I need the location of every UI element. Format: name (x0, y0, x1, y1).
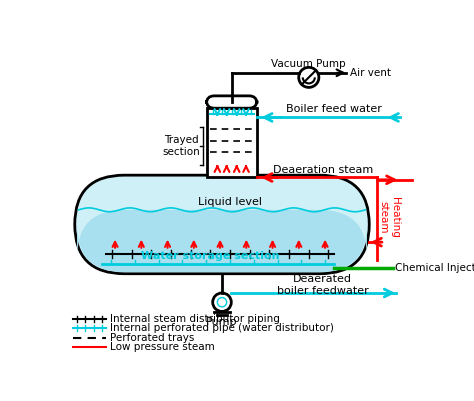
Text: Deaerated
boiler feedwater: Deaerated boiler feedwater (277, 274, 369, 296)
Text: Chemical Injection: Chemical Injection (395, 263, 474, 273)
Circle shape (213, 293, 231, 312)
Circle shape (299, 67, 319, 87)
Text: Internal perforated pipe (water distributor): Internal perforated pipe (water distribu… (110, 323, 334, 333)
Text: Boiler feed water: Boiler feed water (286, 104, 383, 114)
Text: Liquid level: Liquid level (198, 197, 262, 207)
Text: Internal steam distributor piping: Internal steam distributor piping (110, 314, 280, 324)
Text: Water storage section: Water storage section (141, 251, 280, 261)
Text: Perforated trays: Perforated trays (110, 333, 195, 342)
Circle shape (218, 298, 227, 307)
Text: Pump: Pump (206, 317, 238, 327)
Bar (207, 108, 257, 178)
Text: Low pressure steam: Low pressure steam (110, 342, 215, 352)
FancyBboxPatch shape (207, 96, 257, 108)
Text: Air vent: Air vent (350, 68, 391, 78)
FancyBboxPatch shape (77, 210, 367, 272)
FancyBboxPatch shape (75, 175, 369, 274)
Text: Trayed
section: Trayed section (163, 136, 201, 157)
Text: Heating
steam: Heating steam (379, 197, 400, 238)
Text: Vacuum Pump: Vacuum Pump (272, 59, 346, 69)
Text: Deaeration steam: Deaeration steam (273, 165, 373, 175)
